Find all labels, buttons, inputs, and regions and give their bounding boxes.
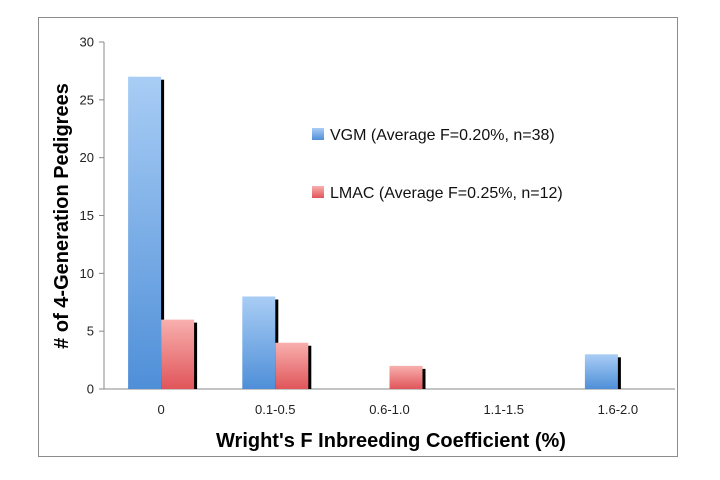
y-tick-label: 25 (80, 92, 94, 107)
bars-group (128, 76, 621, 389)
x-tick-label: 1.6-2.0 (598, 402, 638, 417)
x-tick-label: 0.6-1.0 (369, 402, 409, 417)
x-tick-group: 0 0.1-0.5 0.6-1.0 1.1-1.5 1.6-2.0 (157, 402, 638, 417)
bar-vgm-1 (242, 296, 276, 389)
bar-lmac-1 (275, 342, 309, 389)
legend-label-vgm: VGM (Average F=0.20%, n=38) (330, 127, 555, 144)
x-axis-title: Wright's F Inbreeding Coefficient (%) (216, 430, 566, 452)
y-tick-label: 0 (87, 382, 94, 397)
x-tick-label: 0 (157, 402, 164, 417)
bar-vgm-4 (584, 354, 618, 389)
y-tick-label: 15 (80, 208, 94, 223)
legend-label-lmac: LMAC (Average F=0.25%, n=12) (330, 185, 563, 202)
y-tick-label: 5 (87, 324, 94, 339)
x-tick-label: 1.1-1.5 (483, 402, 523, 417)
y-tick-label: 10 (80, 266, 94, 281)
bar-lmac-2 (389, 365, 423, 389)
y-tick-label: 30 (80, 35, 94, 50)
y-tick-label: 20 (80, 150, 94, 165)
x-tick-label: 0.1-0.5 (255, 402, 295, 417)
bar-lmac-0 (161, 319, 195, 389)
legend-swatch-lmac (312, 186, 324, 198)
y-tick-group: 0 5 10 15 20 25 30 (80, 35, 104, 397)
legend: VGM (Average F=0.20%, n=38) LMAC (Averag… (312, 127, 563, 202)
bar-vgm-0 (128, 76, 162, 389)
legend-swatch-vgm (312, 128, 324, 140)
y-axis-title: # of 4-Generation Pedigrees (51, 83, 73, 349)
